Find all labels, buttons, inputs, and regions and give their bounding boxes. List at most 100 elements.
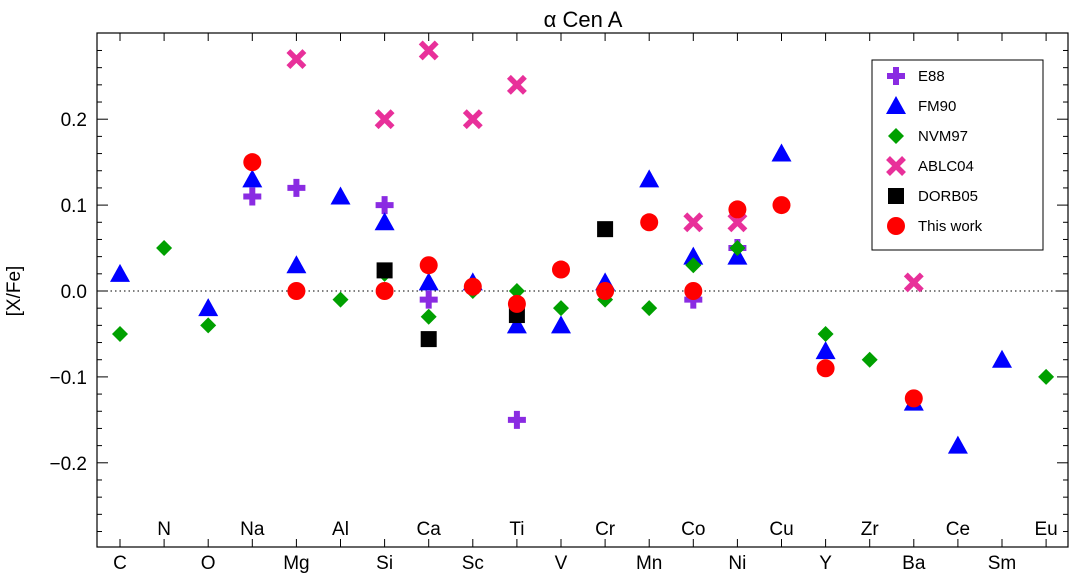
data-point: [684, 282, 703, 300]
element-labels: C O Mg Si Sc V Mn Ni Y Ba Sm N Na Al Ca Ti Cr Co Cu Zr Ce Eu: [113, 519, 1058, 574]
legend-item: ABLC04: [886, 156, 974, 176]
y-tick-label: 0.0: [61, 282, 87, 303]
data-point: [507, 410, 526, 429]
data-point: [816, 359, 835, 378]
data-point: [506, 315, 527, 334]
data-point: [418, 40, 439, 61]
legend-label: DORB05: [918, 188, 978, 205]
data-point: [462, 109, 483, 130]
data-point: [374, 212, 395, 231]
y-tick-label: −0.1: [49, 368, 87, 389]
legend-marker: [887, 217, 905, 235]
data-point: [376, 262, 393, 279]
data-point: [418, 272, 439, 291]
data-point: [771, 143, 792, 162]
element-label-mg: Mg: [283, 553, 309, 574]
data-point: [903, 272, 924, 293]
data-point: [596, 282, 615, 300]
element-label-ni: Ni: [728, 553, 746, 574]
y-axis-label: [X/Fe]: [4, 266, 25, 317]
y-tick-labels: −0.2 −0.1 0.0 0.1 0.2: [49, 110, 87, 475]
element-label-ba: Ba: [902, 553, 926, 574]
legend-marker: [886, 156, 906, 176]
data-point: [947, 435, 968, 454]
legend-label: FM90: [918, 98, 956, 115]
data-point: [419, 256, 438, 275]
element-label-ca: Ca: [417, 519, 442, 540]
element-label-sc: Sc: [462, 553, 484, 574]
series-e88: [243, 178, 747, 429]
series-ablc04: [286, 40, 924, 293]
element-label-ti: Ti: [509, 519, 524, 540]
data-point: [507, 294, 526, 313]
element-label-o: O: [201, 553, 216, 574]
legend-label: E88: [918, 68, 945, 85]
data-point: [463, 277, 482, 296]
element-label-zr: Zr: [861, 519, 880, 540]
data-point: [156, 240, 173, 257]
axis-ticks: [97, 33, 1068, 547]
data-point: [287, 282, 306, 300]
legend: E88 FM90 NVM97 ABLC04 DORB05 This work: [871, 59, 1044, 251]
data-point: [332, 291, 349, 308]
data-point: [375, 196, 394, 215]
data-point: [728, 200, 747, 219]
data-point: [817, 325, 834, 342]
element-label-cr: Cr: [595, 519, 616, 540]
legend-item: This work: [887, 217, 983, 235]
element-label-na: Na: [240, 519, 265, 540]
data-point: [639, 169, 660, 188]
data-point: [551, 315, 571, 334]
series-this-work: [243, 153, 923, 408]
data-point: [506, 74, 527, 95]
data-point: [772, 196, 791, 215]
data-point: [552, 260, 570, 279]
legend-label: This work: [918, 218, 983, 235]
data-point: [375, 282, 394, 300]
data-point: [330, 186, 351, 205]
data-point: [286, 255, 307, 274]
data-point: [685, 257, 702, 274]
element-label-cu: Cu: [769, 519, 793, 540]
data-point: [992, 349, 1012, 368]
element-label-al: Al: [332, 519, 349, 540]
data-point: [640, 213, 659, 232]
element-label-n: N: [157, 519, 171, 540]
data-point: [374, 109, 395, 130]
element-label-ce: Ce: [946, 519, 970, 540]
y-tick-label: −0.2: [49, 454, 87, 475]
data-point: [420, 331, 437, 348]
element-label-co: Co: [681, 519, 705, 540]
data-point: [243, 153, 262, 172]
data-point: [683, 246, 704, 265]
element-label-c: C: [113, 553, 127, 574]
data-point: [508, 283, 525, 299]
y-tick-label: 0.1: [61, 196, 87, 217]
data-point: [904, 389, 923, 408]
data-point: [729, 240, 746, 257]
legend-item: E88: [887, 67, 945, 85]
data-point: [242, 169, 263, 188]
legend-marker: [887, 67, 905, 85]
series-nvm97: [112, 240, 1055, 385]
data-point: [287, 178, 306, 197]
plot-frame: [96, 32, 1069, 548]
legend-item: FM90: [886, 96, 956, 115]
element-label-si: Si: [376, 553, 393, 574]
legend-marker: [888, 188, 904, 204]
data-point: [198, 298, 219, 317]
data-points: [110, 40, 1055, 454]
data-point: [727, 212, 748, 233]
legend-label: ABLC04: [918, 158, 974, 175]
y-tick-label: 0.2: [61, 110, 87, 131]
data-point: [815, 341, 836, 360]
data-point: [641, 300, 658, 317]
data-point: [110, 263, 130, 282]
data-point: [112, 325, 128, 342]
data-point: [1038, 368, 1055, 385]
element-label-mn: Mn: [636, 553, 662, 574]
legend-marker: [886, 96, 906, 114]
data-point: [286, 49, 307, 70]
legend-item: DORB05: [888, 188, 978, 205]
